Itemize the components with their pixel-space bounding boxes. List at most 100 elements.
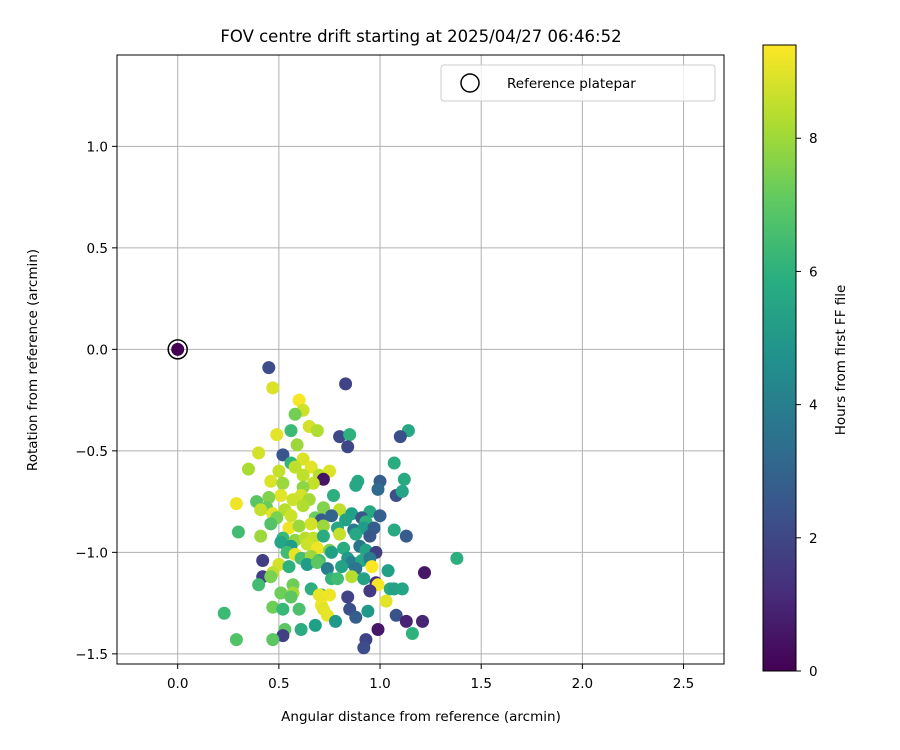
data-point: [284, 509, 298, 523]
data-point: [343, 428, 357, 442]
data-point: [316, 529, 330, 543]
colorbar-label: Hours from first FF file: [833, 285, 849, 436]
data-point: [337, 541, 351, 555]
data-point: [310, 556, 324, 569]
data-point: [357, 572, 371, 586]
colorbar-tick-label: 6: [809, 264, 818, 280]
reference-point: [171, 342, 185, 356]
data-point: [349, 478, 363, 492]
x-tick-label: 0.0: [167, 676, 188, 692]
data-point: [363, 584, 377, 598]
data-point: [399, 529, 413, 543]
data-point: [266, 633, 280, 647]
data-point: [296, 499, 310, 513]
data-point: [296, 468, 310, 482]
data-point: [327, 489, 340, 502]
colorbar-tick-label: 2: [809, 531, 818, 547]
colorbar-ticks: 0 2 4 6 8: [796, 131, 818, 680]
colorbar-tick-label: 4: [809, 398, 818, 414]
data-point: [276, 448, 290, 462]
data-point: [323, 588, 336, 602]
data-point: [316, 501, 330, 515]
data-point: [345, 570, 359, 584]
data-point: [387, 523, 401, 537]
data-point: [333, 430, 347, 444]
data-point: [284, 590, 298, 604]
chart-title: FOV centre drift starting at 2025/04/27 …: [220, 27, 621, 46]
data-point: [229, 633, 243, 647]
data-point: [231, 525, 245, 539]
y-tick-label: 0.5: [87, 241, 108, 257]
data-point: [274, 586, 288, 600]
data-point: [397, 472, 411, 486]
y-tick-label: −1.0: [75, 545, 108, 561]
data-point: [272, 464, 286, 478]
data-point: [286, 493, 300, 507]
data-point: [371, 623, 385, 636]
data-point: [254, 503, 268, 517]
data-point: [339, 377, 353, 391]
data-point: [270, 428, 284, 442]
data-point: [296, 452, 310, 466]
data-point: [266, 381, 280, 395]
data-point: [349, 527, 363, 541]
data-point: [387, 456, 401, 470]
data-point: [292, 602, 306, 616]
data-point: [335, 560, 349, 574]
data-point: [254, 529, 268, 543]
data-point: [416, 614, 429, 628]
colorbar-gradient: [762, 44, 797, 672]
data-point: [264, 517, 278, 531]
data-points: [217, 361, 464, 655]
data-point: [357, 641, 371, 655]
data-point: [288, 407, 302, 421]
y-tick-label: 1.0: [87, 139, 108, 155]
data-point: [262, 361, 276, 375]
colorbar-tick-label: 0: [809, 664, 818, 680]
data-point: [242, 462, 255, 476]
data-point: [393, 430, 407, 444]
data-point: [266, 600, 280, 614]
x-tick-label: 1.5: [470, 676, 491, 692]
data-point: [294, 623, 308, 636]
colorbar: 0 2 4 6 8 Hours from first FF file: [762, 44, 849, 680]
data-point: [292, 393, 306, 407]
data-point: [252, 578, 266, 592]
data-point: [300, 537, 314, 551]
x-axis-ticks: 0.0 0.5 1.0 1.5 2.0 2.5: [167, 664, 694, 692]
data-point: [361, 604, 375, 618]
data-point: [282, 521, 296, 535]
y-tick-label: 0.0: [87, 342, 108, 358]
data-point: [341, 590, 355, 604]
data-point: [418, 566, 431, 580]
data-point: [316, 519, 330, 533]
data-point: [339, 513, 353, 527]
data-point: [252, 446, 266, 460]
x-tick-label: 0.5: [268, 676, 289, 692]
reference-ring: [167, 339, 188, 360]
x-axis-label: Angular distance from reference (arcmin): [281, 709, 561, 725]
data-point: [399, 614, 413, 628]
data-point: [290, 438, 304, 452]
x-tick-label: 2.0: [572, 676, 593, 692]
data-point: [389, 608, 403, 622]
data-point: [316, 472, 330, 486]
data-point: [365, 560, 379, 574]
plot-area: [117, 55, 724, 664]
legend-box: [440, 64, 716, 102]
data-point: [217, 606, 231, 620]
data-point: [395, 484, 409, 498]
data-point: [274, 535, 288, 549]
data-point: [331, 572, 344, 586]
data-point: [274, 489, 288, 502]
legend: Reference platepar: [440, 64, 716, 102]
data-point: [229, 497, 243, 511]
x-tick-label: 2.5: [673, 676, 694, 692]
y-axis-ticks: 1.0 0.5 0.0 −0.5 −1.0 −1.5: [75, 139, 117, 663]
data-point: [379, 594, 393, 608]
data-point: [284, 424, 298, 438]
legend-label-reference: Reference platepar: [507, 76, 636, 92]
data-point: [381, 564, 395, 578]
data-point: [310, 424, 324, 438]
